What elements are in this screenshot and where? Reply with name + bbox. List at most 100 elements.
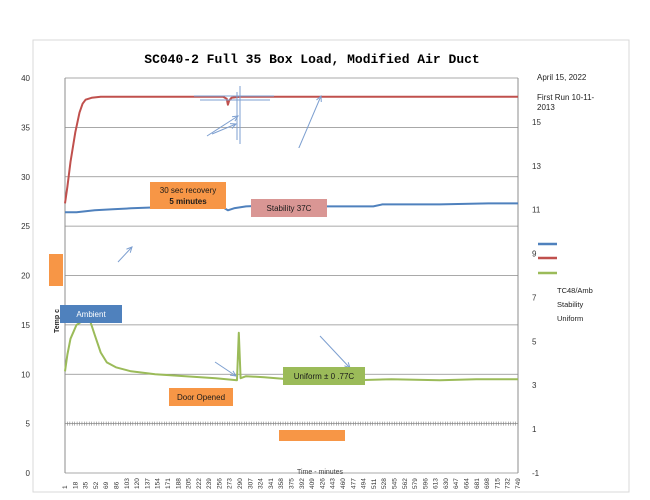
x-tick-label-460: 460 <box>340 478 347 489</box>
note-first-run: First Run 10-11- <box>537 93 595 102</box>
x-tick-label-698: 698 <box>484 478 491 489</box>
y-tick-label-40: 40 <box>21 74 30 83</box>
arrow-uniform-spike-shaft <box>214 361 237 377</box>
legend-label-1: Stability <box>557 300 584 309</box>
x-tick-label-256: 256 <box>216 478 223 489</box>
x-tick-label-273: 273 <box>227 478 234 489</box>
x-tick-label-222: 222 <box>196 478 203 489</box>
x-tick-label-426: 426 <box>319 478 326 489</box>
x-tick-label-630: 630 <box>443 478 450 489</box>
x-tick-label-290: 290 <box>237 478 244 489</box>
series-line-ambient <box>65 202 518 214</box>
series-line-stability <box>64 95 518 204</box>
x-tick-label-137: 137 <box>144 478 151 489</box>
y2-tick-label-5: 5 <box>532 337 537 346</box>
y-tick-label-20: 20 <box>21 272 30 281</box>
callout-ambient: Ambient <box>60 305 122 323</box>
callout-stability: Stability 37C <box>251 199 327 217</box>
orange-marker-bottom <box>279 430 345 441</box>
x-tick-label-477: 477 <box>350 478 357 489</box>
y2-tick-label-1: 1 <box>532 425 537 434</box>
arrow-ambient-head <box>126 246 133 253</box>
x-tick-label-171: 171 <box>165 478 172 489</box>
x-tick-label-715: 715 <box>494 478 501 489</box>
arrow-uniform-spike-head <box>229 370 237 377</box>
callout-uniform-box <box>283 367 365 385</box>
callout-recovery-text-0: 30 sec recovery <box>160 186 216 195</box>
y-tick-label-35: 35 <box>21 123 30 132</box>
callout-recovery-text-1: 5 minutes <box>169 197 207 206</box>
x-tick-label-69: 69 <box>103 481 110 489</box>
x-tick-label-596: 596 <box>422 478 429 489</box>
arrow-crosshair-2-shaft <box>211 123 237 135</box>
grid <box>65 77 518 474</box>
x-tick-label-375: 375 <box>289 478 296 489</box>
y-tick-label-5: 5 <box>26 420 31 429</box>
x-tick-label-392: 392 <box>299 478 306 489</box>
x-tick-label-732: 732 <box>505 478 512 489</box>
x-tick-label-358: 358 <box>278 478 285 489</box>
x-tick-label-613: 613 <box>433 478 440 489</box>
x-tick-label-1: 1 <box>62 485 69 489</box>
x-tick-label-239: 239 <box>206 478 213 489</box>
x-tick-label-647: 647 <box>453 478 460 489</box>
x-tick-label-341: 341 <box>268 478 275 489</box>
legend-label-2: Uniform <box>557 314 583 323</box>
y2-tick-label-13: 13 <box>532 162 541 171</box>
arrow-uniform-spike <box>214 361 237 377</box>
y-tick-label-10: 10 <box>21 370 30 379</box>
callout-ambient-text-0: Ambient <box>76 310 106 319</box>
x-tick-label-52: 52 <box>93 481 100 489</box>
mask-block <box>252 148 326 170</box>
legend-label-0: TC48/Amb <box>557 286 593 295</box>
x-tick-label-579: 579 <box>412 478 419 489</box>
y2-tick-label-15: 15 <box>532 118 541 127</box>
callout-door-text-0: Door Opened <box>177 393 225 402</box>
arrow-stability-top-shaft <box>297 95 322 151</box>
arrow-crosshair-1 <box>206 115 239 137</box>
chart-title: SC040-2 Full 35 Box Load, Modified Air D… <box>144 52 479 67</box>
x-tick-label-494: 494 <box>361 478 368 489</box>
x-tick-label-545: 545 <box>391 478 398 489</box>
x-tick-label-664: 664 <box>464 478 471 489</box>
x-tick-label-681: 681 <box>474 478 481 489</box>
arrow-uniform-label-shaft <box>319 335 351 369</box>
callout-uniform: Uniform ± 0 .77C <box>283 367 365 385</box>
arrow-crosshair-2-head <box>229 123 238 129</box>
y2-tick-label-7: 7 <box>532 293 537 302</box>
callout-recovery-box <box>150 182 226 209</box>
x-tick-label-103: 103 <box>124 478 131 489</box>
callout-door: Door Opened <box>169 388 233 406</box>
callout-uniform-text-0: Uniform ± 0 .77C <box>294 372 355 381</box>
note-first-run-year: 2013 <box>537 103 555 112</box>
arrow-crosshair-1-head <box>231 115 239 122</box>
y2-tick-label-9: 9 <box>532 250 537 259</box>
y-tick-label-0: 0 <box>26 469 31 478</box>
x-tick-label-18: 18 <box>72 481 79 489</box>
x-tick-label-188: 188 <box>175 478 182 489</box>
arrow-ambient <box>117 246 133 263</box>
arrow-stability-top <box>297 94 322 151</box>
callout-recovery: 30 sec recovery 5 minutes <box>150 182 226 209</box>
x-tick-label-205: 205 <box>186 478 193 489</box>
decorations <box>49 86 351 441</box>
x-axis-title: Time - minutes <box>297 469 344 476</box>
y-tick-label-25: 25 <box>21 222 30 231</box>
x-tick-label-562: 562 <box>402 478 409 489</box>
y-tick-label-15: 15 <box>21 321 30 330</box>
x-tick-label-154: 154 <box>155 478 162 489</box>
callout-ambient-box <box>60 305 122 323</box>
x-tick-label-86: 86 <box>113 481 120 489</box>
x-minor-ticks <box>64 421 519 426</box>
y2-tick-label-3: 3 <box>532 381 537 390</box>
x-tick-label-324: 324 <box>258 478 265 489</box>
x-tick-label-443: 443 <box>330 478 337 489</box>
x-tick-label-307: 307 <box>247 478 254 489</box>
arrow-crosshair-1-shaft <box>206 115 239 137</box>
x-tick-label-409: 409 <box>309 478 316 489</box>
callout-door-box <box>169 388 233 406</box>
arrow-stability-top-head <box>316 94 322 103</box>
